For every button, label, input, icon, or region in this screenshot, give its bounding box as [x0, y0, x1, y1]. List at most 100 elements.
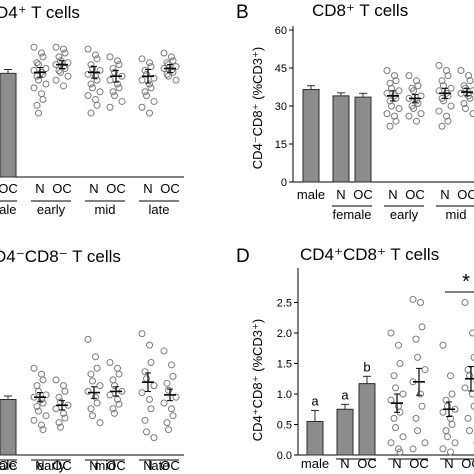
panel-d-title: CD4⁺CD8⁺ T cells	[300, 245, 439, 264]
data-point	[52, 405, 60, 413]
data-point	[383, 67, 391, 75]
y-tick-label: 0	[281, 177, 287, 189]
panel-d-ylabel: CD4⁺CD8⁺ (%CD3⁺)	[250, 319, 265, 441]
data-point	[413, 77, 420, 85]
data-point	[147, 359, 155, 366]
data-point	[60, 45, 67, 53]
y-tick-label: 0.0	[277, 450, 292, 462]
data-point	[109, 88, 117, 96]
data-point	[111, 382, 118, 390]
data-point	[89, 84, 96, 92]
data-point	[469, 87, 474, 95]
data-point	[147, 84, 155, 92]
group-label: female‡	[333, 472, 379, 474]
data-point	[89, 377, 96, 385]
data-point	[461, 384, 469, 392]
data-point	[444, 72, 452, 80]
data-point	[35, 61, 42, 69]
data-point	[466, 77, 474, 85]
data-point	[146, 109, 153, 117]
y-tick-label: 0.5	[277, 420, 292, 432]
group-label: early	[390, 207, 419, 222]
data-point	[109, 405, 117, 413]
data-point	[33, 382, 41, 390]
category-label: N	[388, 187, 397, 202]
data-point	[87, 61, 95, 69]
panel-d: D CD4⁺CD8⁺ T cells CD4⁺CD8⁺ (%CD3⁺) 0.0 0…	[236, 245, 474, 474]
data-point	[464, 366, 472, 374]
data-point	[106, 76, 114, 84]
data-point	[160, 399, 168, 407]
data-point	[387, 439, 395, 447]
category-label: OC	[160, 458, 180, 473]
data-point	[39, 399, 47, 407]
category-label: N	[143, 458, 152, 473]
data-point	[150, 97, 158, 105]
category-label: N	[89, 458, 98, 473]
data-point	[115, 84, 123, 92]
data-point	[421, 439, 429, 447]
data-point	[405, 72, 413, 80]
data-point	[96, 66, 104, 74]
data-point	[417, 299, 424, 306]
data-point	[93, 76, 101, 84]
panel-a: D4⁺ T cells NOCNOCNOCNOCfemaleearlymidla…	[0, 3, 184, 217]
bar	[0, 72, 17, 178]
data-point	[438, 77, 446, 85]
group-label: early	[37, 202, 66, 217]
category-label: N	[340, 456, 349, 471]
data-point	[114, 364, 121, 372]
group-label: early	[37, 458, 66, 473]
data-point	[92, 96, 99, 103]
data-point	[409, 295, 417, 303]
data-point	[115, 400, 123, 408]
panel-c: D4⁻CD8⁻ T cells NOCNOCNOCNOCfemaleearlym…	[0, 247, 184, 473]
category-label: N	[444, 456, 453, 471]
data-point	[106, 391, 114, 399]
y-tick-label: 30	[275, 101, 287, 113]
data-point	[106, 53, 114, 61]
data-point	[395, 87, 403, 95]
data-point	[35, 387, 42, 395]
data-point	[160, 347, 168, 355]
data-point	[460, 99, 468, 107]
data-point	[39, 426, 47, 434]
data-point	[442, 427, 450, 435]
data-point	[93, 399, 101, 407]
data-point	[160, 49, 168, 57]
data-point	[150, 382, 158, 390]
group-label: mid	[95, 202, 116, 217]
data-point	[57, 68, 64, 76]
data-point	[143, 375, 150, 383]
data-point	[410, 87, 417, 95]
y-tick-label: 60	[275, 25, 287, 37]
data-point	[38, 90, 45, 98]
data-point	[138, 76, 146, 84]
category-label: OC	[353, 187, 373, 202]
data-point	[395, 105, 403, 113]
panel-b-letter: B	[236, 2, 249, 23]
data-point	[443, 67, 450, 75]
group-label: mid	[95, 458, 116, 473]
data-point	[143, 70, 150, 78]
data-point	[447, 372, 454, 380]
category-label: N	[440, 187, 449, 202]
data-point	[106, 103, 114, 111]
data-point	[470, 402, 474, 410]
data-point	[443, 112, 450, 120]
y-tick-label: 2.0	[277, 328, 292, 340]
data-point	[147, 405, 155, 413]
group-label: mid	[450, 472, 471, 474]
category-label: OC	[461, 456, 474, 471]
data-point	[138, 55, 146, 63]
data-point	[146, 396, 153, 403]
data-point	[421, 366, 429, 374]
data-point	[92, 51, 99, 59]
data-point	[392, 117, 400, 125]
data-point	[410, 105, 417, 113]
data-point	[87, 109, 95, 117]
data-point	[457, 89, 465, 97]
bar	[0, 399, 17, 456]
data-point	[469, 110, 474, 118]
data-point	[114, 80, 121, 88]
